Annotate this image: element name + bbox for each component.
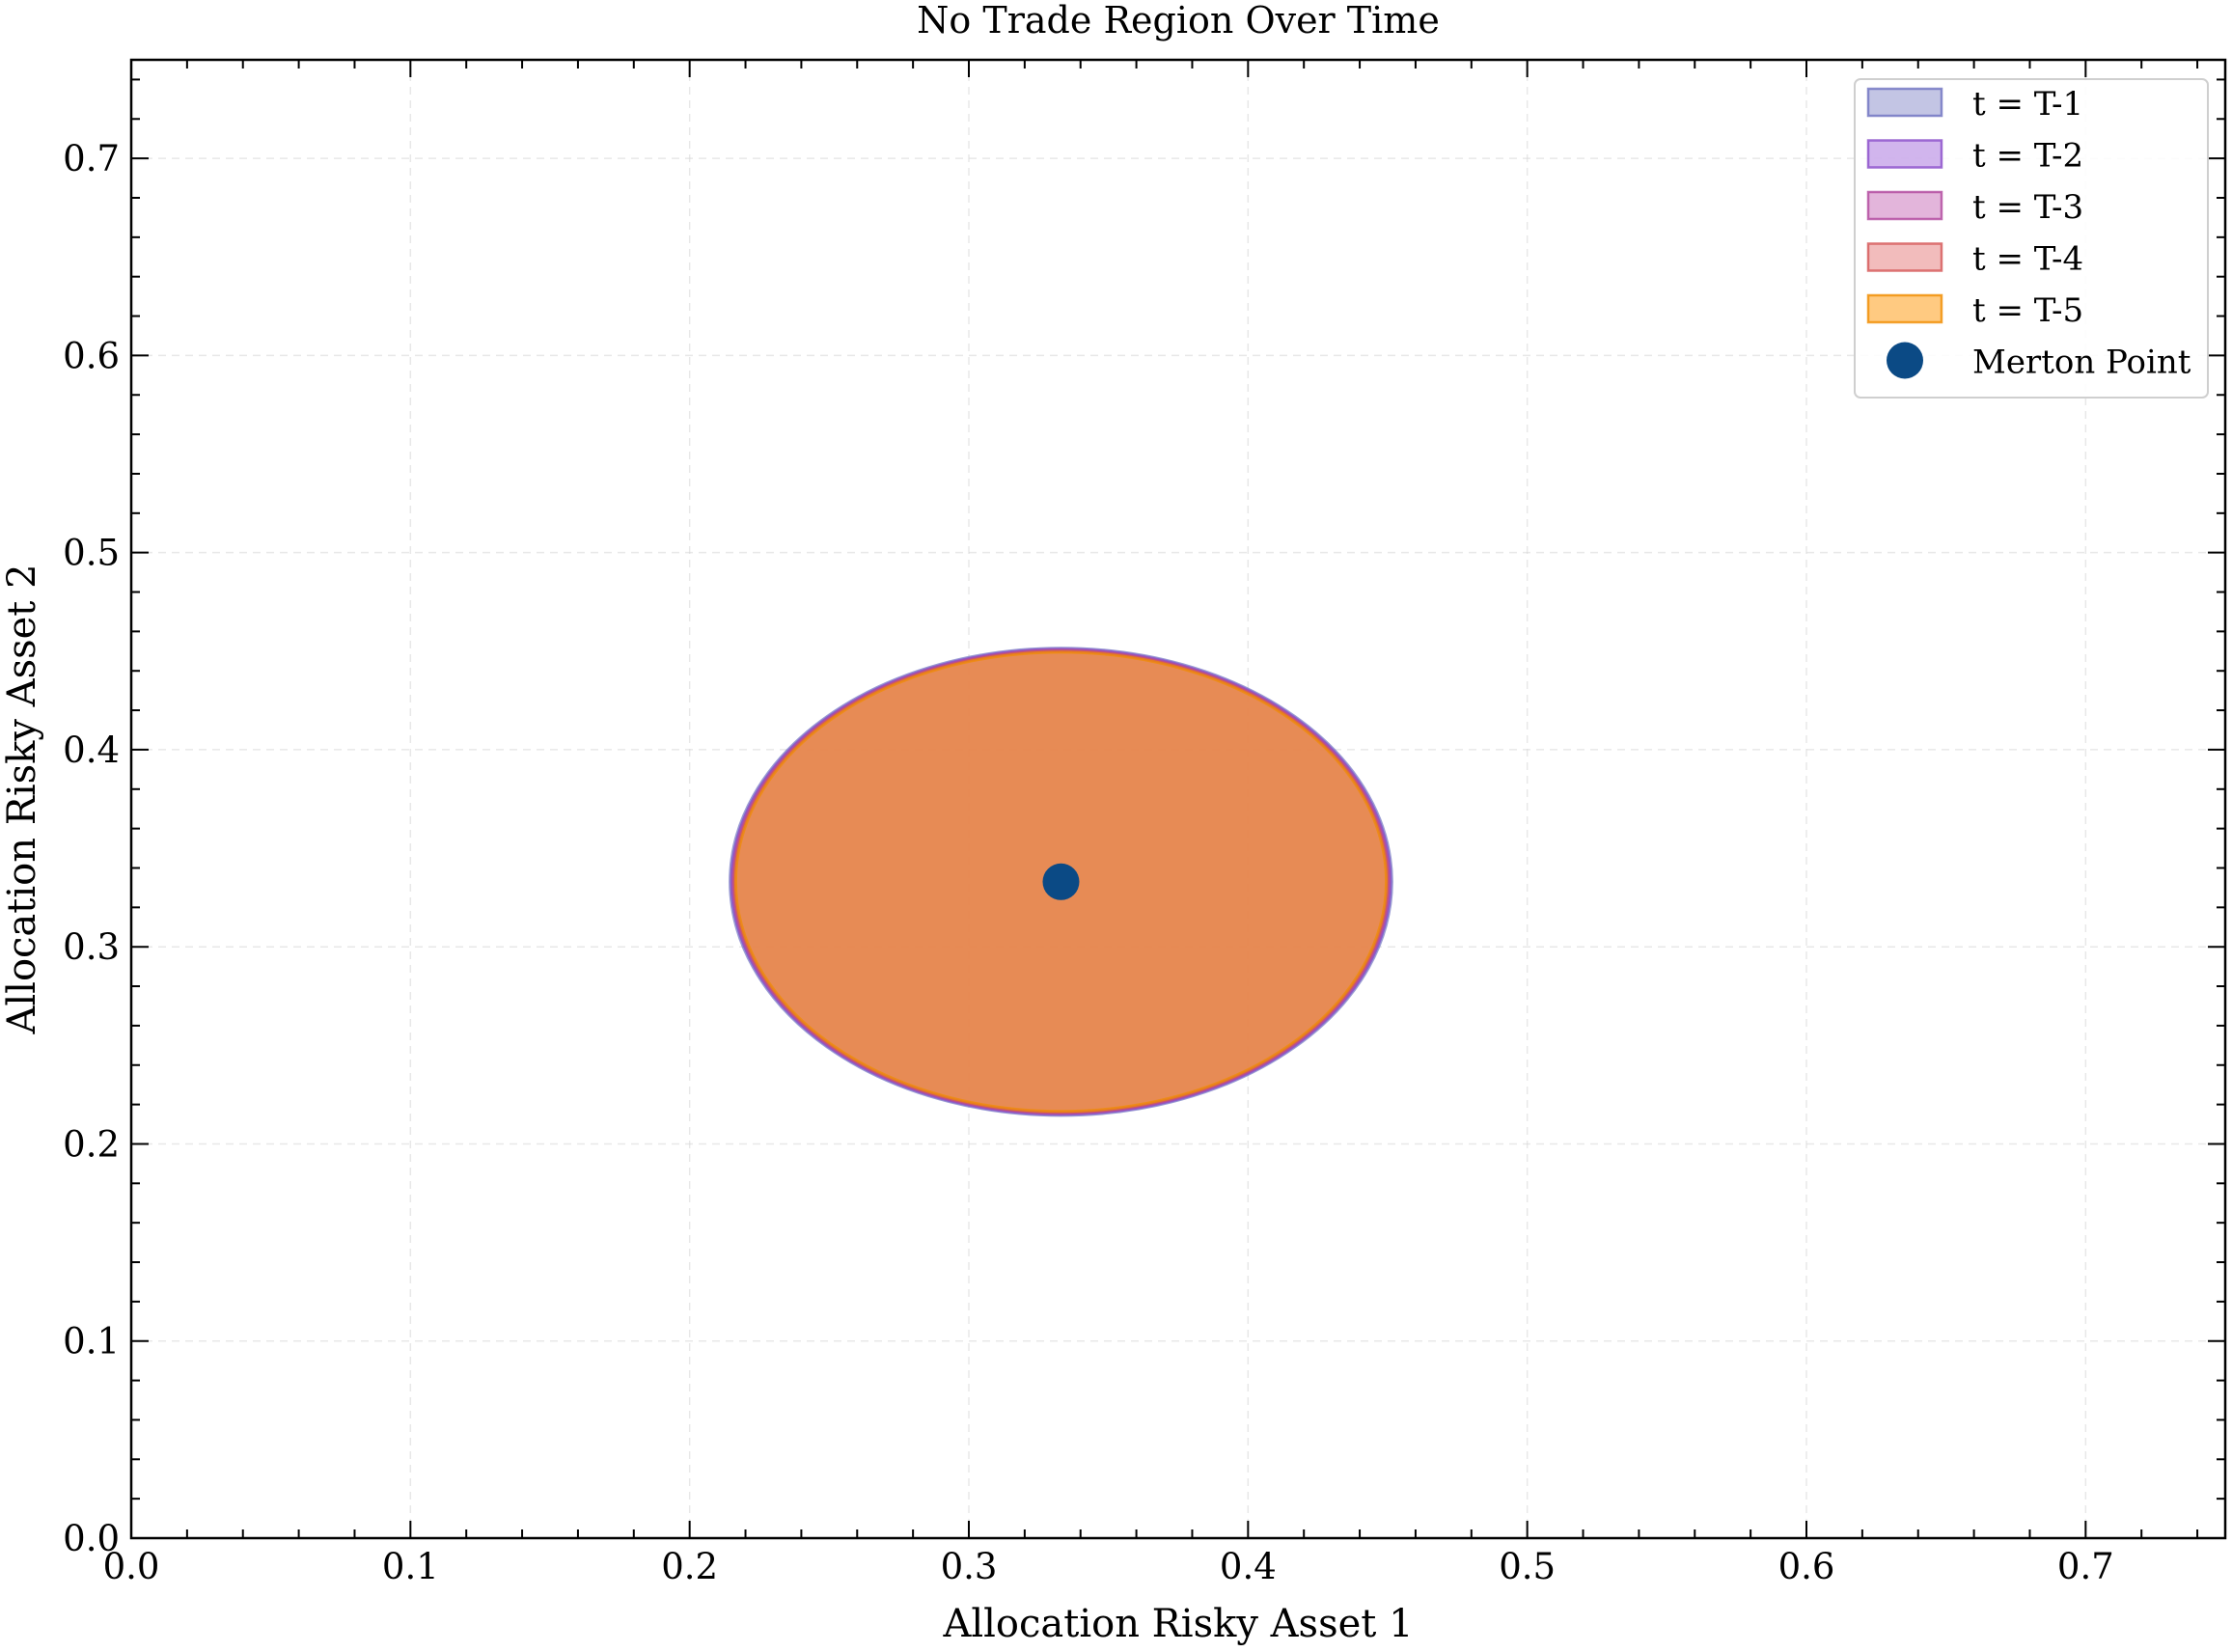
x-tick-label: 0.2: [661, 1546, 718, 1587]
points: [1042, 863, 1080, 900]
legend-label: t = T-4: [1972, 240, 2083, 279]
legend-swatch: [1866, 87, 1943, 118]
legend-point-marker: [1887, 342, 1923, 379]
y-tick-label: 0.4: [63, 730, 120, 771]
y-axis-ticks: 0.0 0.1 0.2 0.3 0.4 0.5 0.6 0.7: [63, 78, 2225, 1559]
legend-label: t = T-3: [1972, 188, 2083, 227]
legend-swatch: [1866, 190, 1943, 221]
x-tick-label: 0.0: [103, 1546, 160, 1587]
x-tick-label: 0.5: [1499, 1546, 1556, 1587]
x-tick-label: 0.1: [382, 1546, 439, 1587]
merton-point-marker: [1042, 863, 1080, 900]
legend-items: t = T-1 t = T-2 t = T-3 t = T-4 t = T-5 Merto…: [1866, 85, 2191, 382]
legend-label: t = T-1: [1972, 85, 2083, 124]
x-axis-label: Allocation Risky Asset 1: [942, 1602, 1413, 1646]
y-tick-label: 0.6: [63, 335, 120, 376]
y-tick-label: 0.7: [63, 138, 120, 179]
legend-label: t = T-2: [1972, 137, 2083, 176]
y-tick-label: 0.0: [63, 1518, 120, 1559]
plot-frame: [129, 58, 2227, 1540]
y-tick-label: 0.3: [63, 926, 120, 968]
legend-label: t = T-5: [1972, 291, 2083, 330]
y-tick-label: 0.1: [63, 1321, 120, 1363]
y-tick-label: 0.5: [63, 533, 120, 574]
x-tick-label: 0.6: [1778, 1546, 1835, 1587]
legend: t = T-1 t = T-2 t = T-3 t = T-4 t = T-5 Merto…: [1854, 78, 2209, 399]
y-tick-label: 0.2: [63, 1123, 120, 1165]
x-tick-label: 0.4: [1220, 1546, 1277, 1587]
legend-swatch: [1866, 139, 1943, 169]
x-tick-label: 0.7: [2057, 1546, 2114, 1587]
x-axis-ticks: 0.0 0.1 0.2 0.3 0.4 0.5 0.6 0.7: [103, 60, 2199, 1587]
legend-swatch: [1866, 242, 1943, 272]
legend-swatch: [1866, 293, 1943, 324]
legend-frame: [1854, 78, 2209, 399]
chart-title: No Trade Region Over Time: [917, 0, 1440, 41]
y-axis-label: Allocation Risky Asset 2: [0, 564, 44, 1034]
legend-label: Merton Point: [1972, 344, 2191, 382]
x-tick-label: 0.3: [941, 1546, 998, 1587]
